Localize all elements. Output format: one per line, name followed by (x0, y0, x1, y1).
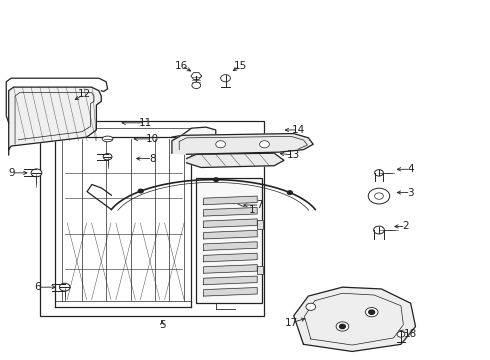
Polygon shape (191, 73, 202, 80)
Text: 17: 17 (285, 318, 298, 328)
Circle shape (260, 141, 270, 148)
Polygon shape (187, 153, 284, 167)
Circle shape (369, 310, 374, 314)
Polygon shape (203, 219, 257, 228)
Polygon shape (203, 288, 257, 296)
Bar (257, 220, 263, 229)
Circle shape (397, 332, 405, 337)
Text: 4: 4 (407, 164, 414, 174)
Text: 3: 3 (407, 188, 414, 198)
Text: 1: 1 (249, 205, 256, 215)
Circle shape (306, 303, 316, 310)
Polygon shape (203, 207, 257, 216)
Polygon shape (45, 116, 62, 137)
Text: 5: 5 (159, 320, 166, 330)
Bar (257, 266, 263, 274)
Bar (40, 121, 265, 316)
Text: 14: 14 (292, 125, 305, 135)
Text: 8: 8 (149, 154, 156, 163)
Circle shape (138, 189, 143, 193)
Circle shape (366, 307, 378, 317)
Text: 15: 15 (234, 61, 247, 71)
Polygon shape (203, 276, 257, 285)
Circle shape (31, 169, 42, 177)
Text: 18: 18 (404, 329, 417, 339)
Circle shape (59, 283, 70, 291)
Polygon shape (9, 87, 101, 155)
Text: 6: 6 (35, 282, 41, 292)
Circle shape (374, 226, 384, 234)
Polygon shape (203, 196, 257, 204)
Polygon shape (203, 265, 257, 273)
Circle shape (216, 141, 225, 148)
Text: 2: 2 (402, 221, 409, 231)
Text: 12: 12 (77, 89, 91, 99)
Text: 7: 7 (256, 200, 263, 210)
Circle shape (192, 82, 201, 89)
Text: 9: 9 (9, 168, 15, 178)
Polygon shape (203, 230, 257, 239)
Text: 11: 11 (139, 118, 152, 128)
Circle shape (288, 191, 293, 194)
Bar (196, 178, 262, 303)
Polygon shape (172, 134, 313, 154)
Circle shape (214, 178, 219, 181)
Circle shape (374, 170, 383, 176)
Circle shape (103, 154, 112, 160)
Polygon shape (203, 242, 257, 250)
Polygon shape (294, 287, 416, 351)
Text: 16: 16 (175, 61, 188, 71)
Text: 13: 13 (287, 150, 300, 160)
Polygon shape (203, 253, 257, 262)
Circle shape (220, 75, 230, 82)
Text: 10: 10 (146, 134, 159, 144)
Circle shape (336, 322, 349, 331)
Polygon shape (172, 127, 216, 144)
Ellipse shape (102, 136, 113, 142)
Circle shape (368, 188, 390, 204)
Circle shape (340, 324, 345, 329)
